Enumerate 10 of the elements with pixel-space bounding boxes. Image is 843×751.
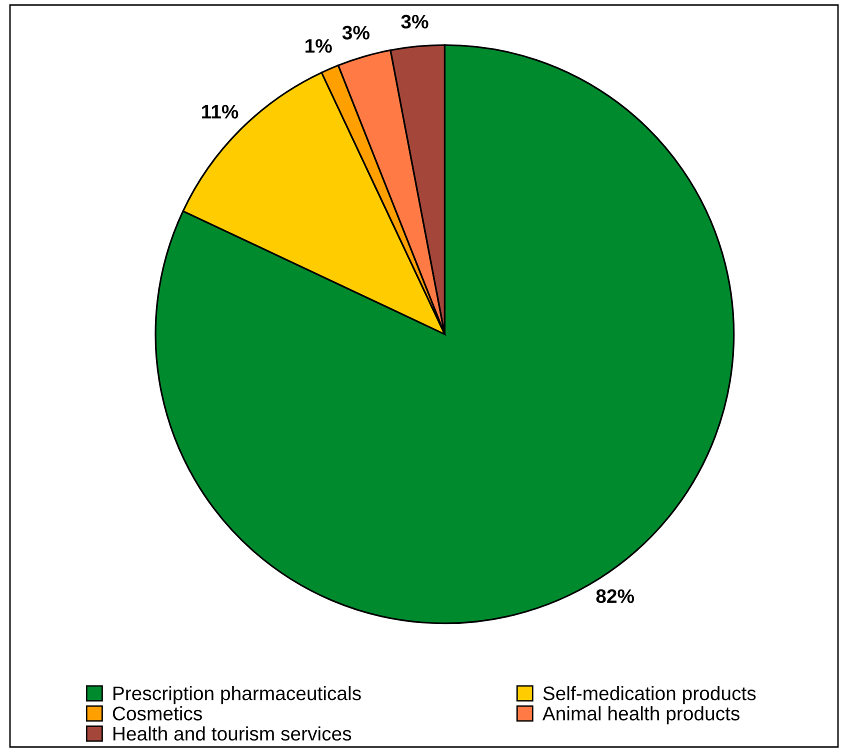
legend-label: Animal health products xyxy=(542,706,740,724)
data-label: 82% xyxy=(596,589,634,604)
legend-label: Health and tourism services xyxy=(114,726,352,741)
data-label: 3% xyxy=(401,14,428,29)
legend-label: Cosmetics xyxy=(112,706,202,720)
data-label: 11% xyxy=(202,104,238,119)
legend-label: Self-medication products xyxy=(543,686,756,704)
legend-label: Prescription pharmaceuticals xyxy=(114,686,361,704)
data-label: 1% xyxy=(306,39,332,53)
data-label: 3% xyxy=(342,26,370,40)
